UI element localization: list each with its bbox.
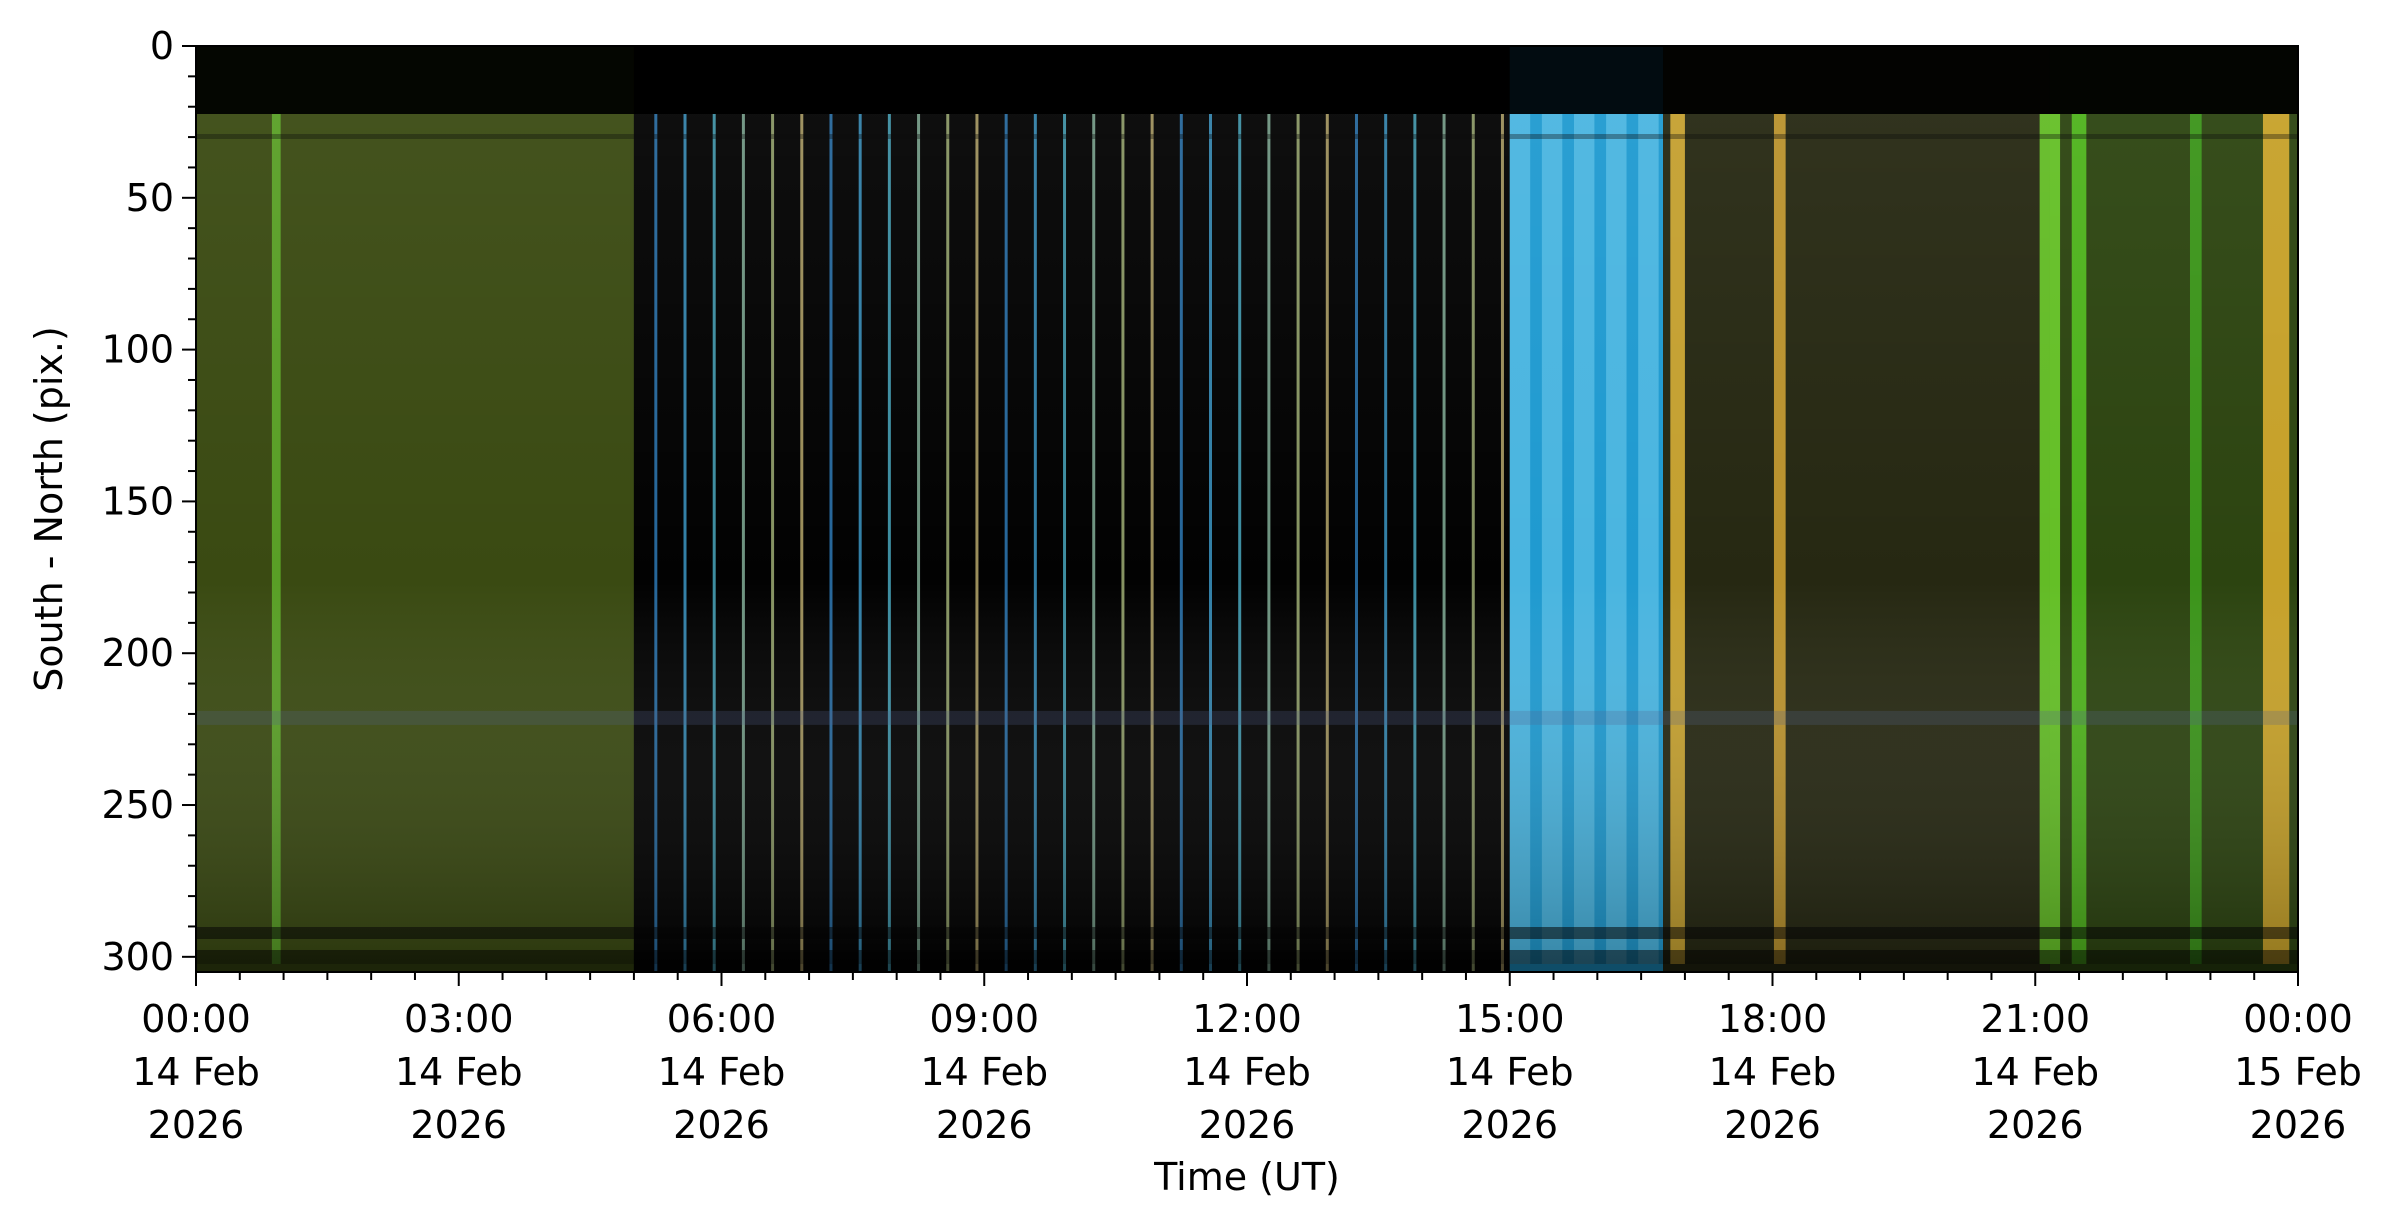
x-tick-label: 00:00 — [2243, 997, 2353, 1041]
plot-area — [196, 46, 2298, 972]
x-tick-label: 14 Feb — [1709, 1050, 1837, 1094]
x-axis: 00:00 14 Feb 2026 03:00 14 Feb 2026 06:00 14 Fe… — [132, 972, 2362, 1147]
x-tick-label: 14 Feb — [920, 1050, 1048, 1094]
y-tick-label: 0 — [150, 24, 174, 68]
x-tick-label: 2026 — [936, 1103, 1033, 1147]
x-tick-label: 2026 — [148, 1103, 245, 1147]
x-tick-label: 18:00 — [1718, 997, 1828, 1041]
x-tick-label: 2026 — [2250, 1103, 2347, 1147]
x-tick-label: 21:00 — [1980, 997, 2090, 1041]
x-tick-label: 14 Feb — [1971, 1050, 2099, 1094]
x-axis-label: Time (UT) — [1153, 1155, 1340, 1199]
x-tick-label: 14 Feb — [132, 1050, 260, 1094]
x-tick-label: 2026 — [1461, 1103, 1558, 1147]
x-tick-label: 15 Feb — [2234, 1050, 2362, 1094]
x-tick-label: 14 Feb — [1446, 1050, 1574, 1094]
x-tick-label: 2026 — [1724, 1103, 1821, 1147]
x-tick-label: 14 Feb — [658, 1050, 786, 1094]
x-tick-label: 09:00 — [929, 997, 1039, 1041]
x-tick-label: 00:00 — [141, 997, 251, 1041]
y-axis-label: South - North (pix.) — [27, 326, 71, 692]
x-tick-label: 14 Feb — [395, 1050, 523, 1094]
x-tick-label: 2026 — [673, 1103, 770, 1147]
y-tick-label: 100 — [101, 328, 174, 372]
y-tick-label: 300 — [101, 935, 174, 979]
x-tick-label: 03:00 — [404, 997, 514, 1041]
image-overlays — [196, 46, 2298, 972]
x-tick-label: 12:00 — [1192, 997, 1302, 1041]
x-tick-label: 2026 — [1199, 1103, 1296, 1147]
vertical-shading — [196, 114, 2298, 964]
x-tick-label: 2026 — [410, 1103, 507, 1147]
y-tick-label: 50 — [126, 176, 174, 220]
y-tick-label: 250 — [101, 783, 174, 827]
y-axis: 0 50 100 150 200 250 300 — [101, 24, 196, 979]
x-tick-label: 14 Feb — [1183, 1050, 1311, 1094]
y-tick-label: 150 — [101, 479, 174, 523]
x-tick-label: 15:00 — [1455, 997, 1565, 1041]
top-dark-band — [196, 46, 2298, 114]
y-tick-label: 200 — [101, 631, 174, 675]
x-tick-label: 2026 — [1987, 1103, 2084, 1147]
x-tick-label: 06:00 — [667, 997, 777, 1041]
